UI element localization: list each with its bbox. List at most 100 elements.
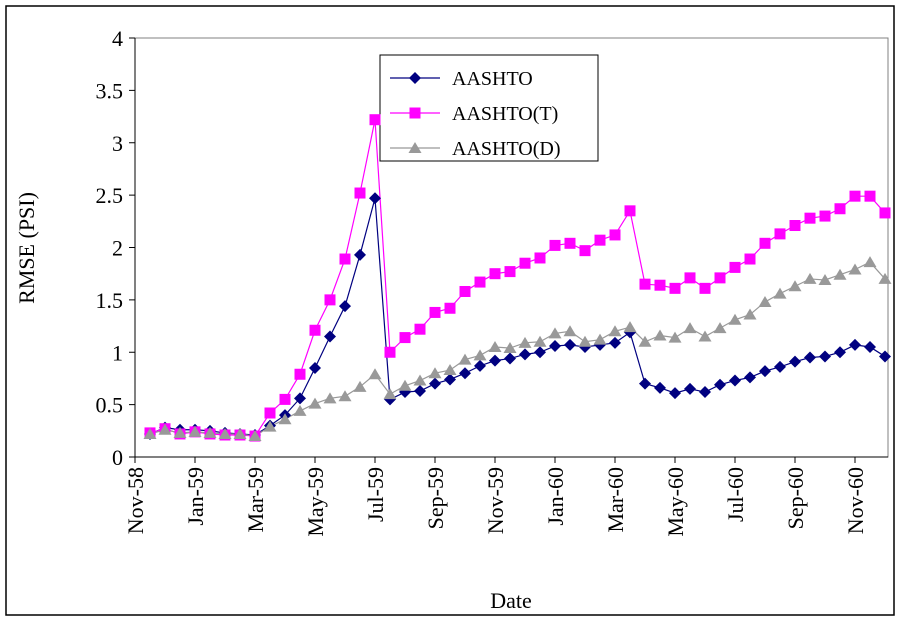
- data-point: [503, 342, 517, 354]
- data-point: [638, 335, 652, 347]
- data-point: [789, 220, 801, 232]
- x-tick-label: Jul-60: [723, 467, 748, 522]
- data-point: [368, 368, 382, 380]
- data-point: [353, 380, 367, 392]
- data-point: [429, 377, 441, 390]
- data-point: [548, 327, 562, 339]
- data-point: [534, 252, 546, 264]
- data-point: [654, 381, 666, 394]
- data-point: [398, 379, 412, 391]
- data-point: [444, 373, 456, 386]
- x-tick-label: May-60: [663, 467, 688, 537]
- data-point: [834, 203, 846, 215]
- data-point: [518, 336, 532, 348]
- data-point: [309, 324, 321, 336]
- data-point: [713, 322, 727, 334]
- x-tick-label: Jan-59: [183, 467, 208, 526]
- legend-label: AASHTO: [452, 68, 533, 90]
- data-point: [488, 341, 502, 353]
- data-point: [849, 190, 861, 202]
- x-tick-label: Mar-60: [603, 467, 628, 533]
- data-point: [878, 272, 892, 284]
- y-tick-label: 2.5: [96, 183, 124, 208]
- data-point: [669, 387, 681, 400]
- data-point: [744, 253, 756, 265]
- data-point: [278, 413, 292, 425]
- data-point: [564, 338, 576, 351]
- data-point: [819, 210, 831, 222]
- data-point: [263, 420, 277, 432]
- data-point: [654, 279, 666, 291]
- data-point: [609, 336, 621, 349]
- data-point: [579, 245, 591, 257]
- data-point: [443, 364, 457, 376]
- data-point: [248, 430, 262, 442]
- data-point: [384, 346, 396, 358]
- data-point: [578, 335, 592, 347]
- data-point: [848, 263, 862, 275]
- x-axis-label: Date: [490, 588, 532, 613]
- data-point: [414, 323, 426, 335]
- data-point: [549, 339, 561, 352]
- data-point: [309, 361, 321, 374]
- data-point: [669, 282, 681, 294]
- data-point: [338, 390, 352, 402]
- data-point: [519, 348, 531, 361]
- data-point: [728, 313, 742, 325]
- data-point: [863, 256, 877, 268]
- data-point: [639, 377, 651, 390]
- data-point: [279, 393, 291, 405]
- data-point: [158, 423, 172, 435]
- data-point: [788, 280, 802, 292]
- data-point: [564, 237, 576, 249]
- data-point: [413, 374, 427, 386]
- x-tick-label: Nov-58: [123, 467, 148, 534]
- data-point: [774, 228, 786, 240]
- data-point: [774, 360, 786, 373]
- data-point: [354, 248, 366, 261]
- data-point: [623, 321, 637, 333]
- data-point: [458, 353, 472, 365]
- data-point: [773, 287, 787, 299]
- data-point: [758, 295, 772, 307]
- legend-marker: [409, 72, 421, 84]
- data-point: [294, 368, 306, 380]
- legend-marker: [409, 107, 421, 119]
- data-point: [369, 192, 381, 205]
- legend-marker: [408, 142, 422, 153]
- data-point: [233, 427, 247, 439]
- legend-label: AASHTO(D): [452, 138, 561, 160]
- data-point: [684, 382, 696, 395]
- y-tick-label: 3.5: [96, 78, 124, 103]
- y-tick-label: 3: [112, 131, 123, 156]
- data-point: [563, 325, 577, 337]
- data-point: [489, 354, 501, 367]
- x-tick-label: Jul-59: [363, 467, 388, 522]
- data-point: [473, 349, 487, 361]
- data-point: [339, 253, 351, 265]
- data-point: [369, 114, 381, 126]
- data-point: [833, 268, 847, 280]
- data-point: [714, 272, 726, 284]
- data-point: [683, 322, 697, 334]
- x-tick-label: Jan-60: [543, 467, 568, 526]
- x-tick-label: Sep-59: [423, 467, 448, 529]
- x-tick-label: Nov-59: [483, 467, 508, 534]
- x-tick-label: Nov-60: [843, 467, 868, 534]
- data-point: [444, 302, 456, 314]
- data-point: [474, 359, 486, 372]
- data-point: [203, 426, 217, 438]
- data-point: [474, 276, 486, 288]
- data-point: [173, 426, 187, 438]
- data-point: [459, 285, 471, 297]
- data-point: [308, 397, 322, 409]
- data-point: [744, 371, 756, 384]
- data-point: [324, 294, 336, 306]
- data-point: [879, 350, 891, 363]
- data-point: [354, 187, 366, 199]
- y-tick-label: 4: [112, 26, 123, 51]
- data-point: [804, 351, 816, 364]
- data-point: [818, 273, 832, 285]
- data-point: [504, 266, 516, 278]
- data-point: [608, 325, 622, 337]
